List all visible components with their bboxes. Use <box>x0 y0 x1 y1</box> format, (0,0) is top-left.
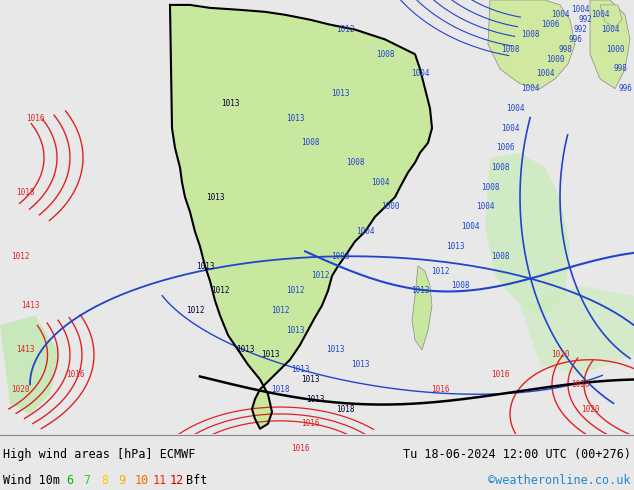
Text: 1012: 1012 <box>286 286 304 295</box>
Text: 1008: 1008 <box>346 158 365 167</box>
Text: 1006: 1006 <box>496 144 514 152</box>
Text: 1008: 1008 <box>501 45 519 54</box>
Text: 1018: 1018 <box>336 405 354 414</box>
Polygon shape <box>520 286 634 374</box>
Polygon shape <box>590 0 630 89</box>
Text: 1013: 1013 <box>326 345 344 354</box>
Text: 1008: 1008 <box>491 252 509 261</box>
Text: 1013: 1013 <box>286 114 304 123</box>
Text: 1012: 1012 <box>186 306 204 315</box>
Text: 1004: 1004 <box>551 10 569 19</box>
Text: 1008: 1008 <box>376 49 394 59</box>
Text: 1013: 1013 <box>206 193 224 201</box>
Text: 9: 9 <box>118 474 125 487</box>
Text: 1016: 1016 <box>66 370 84 379</box>
Text: 1008: 1008 <box>491 163 509 172</box>
Text: 1004: 1004 <box>536 70 554 78</box>
Text: 1020: 1020 <box>581 405 599 414</box>
Text: 1012: 1012 <box>210 286 230 295</box>
Text: 1004: 1004 <box>601 25 619 34</box>
Polygon shape <box>485 153 570 316</box>
Text: 1004: 1004 <box>521 84 540 93</box>
Polygon shape <box>488 0 575 89</box>
Text: Tu 18-06-2024 12:00 UTC (00+276): Tu 18-06-2024 12:00 UTC (00+276) <box>403 448 631 461</box>
Text: 1016: 1016 <box>291 444 309 453</box>
Text: 998: 998 <box>613 65 627 74</box>
Polygon shape <box>170 5 432 429</box>
Text: 1004: 1004 <box>506 104 524 113</box>
Text: 1013: 1013 <box>301 375 320 384</box>
Text: 1413: 1413 <box>21 301 39 310</box>
Text: 1008: 1008 <box>481 183 499 192</box>
Text: 7: 7 <box>84 474 91 487</box>
Text: Wind 10m: Wind 10m <box>3 474 60 487</box>
Text: 1004: 1004 <box>571 5 589 14</box>
Text: 996: 996 <box>618 84 632 93</box>
Text: 12: 12 <box>169 474 183 487</box>
Text: 1013: 1013 <box>236 345 254 354</box>
Text: 1008: 1008 <box>331 252 349 261</box>
Text: 1016: 1016 <box>26 114 44 123</box>
Text: 1013: 1013 <box>261 350 279 359</box>
Text: 1413: 1413 <box>16 345 34 354</box>
Text: 1004: 1004 <box>461 222 479 231</box>
Text: 1006: 1006 <box>541 20 559 29</box>
Text: 1013: 1013 <box>351 360 369 369</box>
Text: 1016: 1016 <box>430 385 450 394</box>
Text: 1004: 1004 <box>591 10 609 19</box>
Text: 1013: 1013 <box>306 394 324 404</box>
Text: 1008: 1008 <box>301 138 320 147</box>
Text: 1016: 1016 <box>301 419 320 428</box>
Text: 1013: 1013 <box>286 326 304 335</box>
Text: 1004: 1004 <box>476 202 495 212</box>
Text: 1020: 1020 <box>571 380 589 389</box>
Text: 1013: 1013 <box>446 242 464 251</box>
Polygon shape <box>0 316 60 414</box>
Text: 1004: 1004 <box>356 227 374 236</box>
Text: 10: 10 <box>135 474 149 487</box>
Text: 1013: 1013 <box>291 365 309 374</box>
Text: 1012: 1012 <box>271 306 289 315</box>
Text: 1004: 1004 <box>411 70 429 78</box>
Text: 1016: 1016 <box>491 370 509 379</box>
Text: 1008: 1008 <box>521 30 540 39</box>
Text: 1004: 1004 <box>501 123 519 133</box>
Text: 11: 11 <box>152 474 166 487</box>
Text: 992: 992 <box>573 25 587 34</box>
Text: 1012: 1012 <box>311 271 329 280</box>
Text: 996: 996 <box>568 35 582 44</box>
Text: ©weatheronline.co.uk: ©weatheronline.co.uk <box>488 474 631 487</box>
Text: 1013: 1013 <box>411 286 429 295</box>
Text: 998: 998 <box>558 45 572 54</box>
Text: 6: 6 <box>67 474 74 487</box>
Text: 1018: 1018 <box>271 385 289 394</box>
Text: 1013: 1013 <box>221 99 239 108</box>
Text: 8: 8 <box>101 474 108 487</box>
Text: 1008: 1008 <box>451 281 469 290</box>
Text: Bft: Bft <box>186 474 208 487</box>
Text: High wind areas [hPa] ECMWF: High wind areas [hPa] ECMWF <box>3 448 195 461</box>
Text: 1013: 1013 <box>196 262 214 270</box>
Text: 1012: 1012 <box>11 252 29 261</box>
Text: 1000: 1000 <box>381 202 399 212</box>
Polygon shape <box>600 5 622 27</box>
Text: 1004: 1004 <box>371 178 389 187</box>
Text: 1020: 1020 <box>551 350 569 359</box>
Text: 992: 992 <box>578 15 592 24</box>
Text: 1013: 1013 <box>331 89 349 98</box>
Text: 1018: 1018 <box>16 188 34 196</box>
Text: 1000: 1000 <box>546 54 564 64</box>
Text: 1020: 1020 <box>11 385 29 394</box>
Text: 1000: 1000 <box>605 45 624 54</box>
Text: 1012: 1012 <box>430 267 450 275</box>
Text: 1012: 1012 <box>336 25 354 34</box>
Polygon shape <box>412 266 432 350</box>
